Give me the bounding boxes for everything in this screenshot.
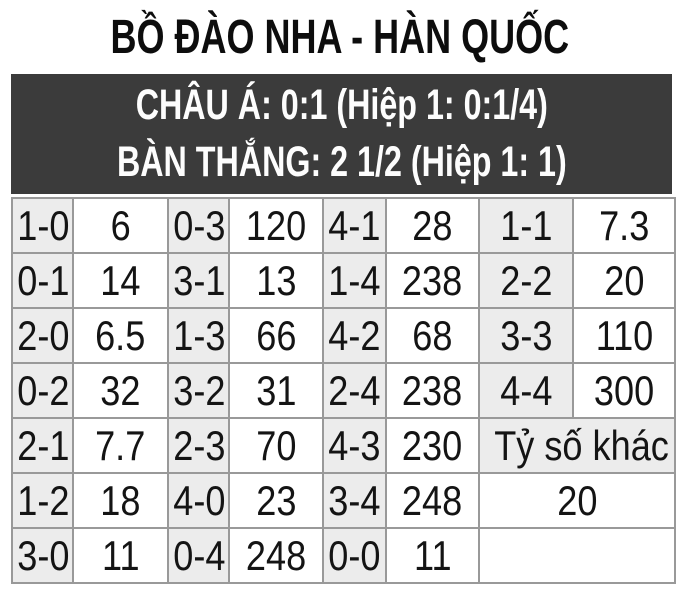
odds-cell: 248 — [228, 527, 324, 584]
odds-cell: 7.7 — [72, 417, 169, 474]
score-cell: 0-2 — [11, 362, 74, 419]
score-cell: 0-0 — [322, 527, 387, 584]
score-cell: 2-0 — [11, 307, 74, 364]
goal-total-line: BÀN THẮNG: 2 1/2 (Hiệp 1: 1) — [116, 138, 567, 186]
odds-cell: 300 — [572, 362, 676, 419]
score-cell: 2-2 — [478, 252, 574, 309]
score-cell: 3-3 — [478, 307, 574, 364]
score-cell: 1-0 — [11, 197, 74, 254]
odds-row: 2-0 6.5 1-3 66 4-2 68 3-3 110 — [11, 307, 676, 364]
other-scores-label-cell: Tỷ số khác — [478, 417, 676, 474]
odds-cell: 11 — [72, 527, 169, 584]
score-cell: 0-1 — [11, 252, 74, 309]
match-title: BỒ ĐÀO NHA - HÀN QUỐC — [0, 0, 680, 74]
odds-cell: 18 — [72, 472, 169, 529]
score-cell: 1-4 — [322, 252, 387, 309]
score-cell: 4-1 — [322, 197, 387, 254]
correct-score-odds-table: 1-0 6 0-3 120 4-1 28 1-1 7.3 0-1 14 3-1 … — [11, 197, 676, 584]
score-cell: 1-2 — [11, 472, 74, 529]
asian-handicap-line: CHÂU Á: 0:1 (Hiệp 1: 0:1/4) — [135, 81, 548, 129]
score-cell: 3-1 — [167, 252, 230, 309]
odds-cell: 120 — [228, 197, 324, 254]
score-cell: 4-4 — [478, 362, 574, 419]
odds-cell: 110 — [572, 307, 676, 364]
odds-cell: 230 — [385, 417, 480, 474]
odds-cell: 68 — [385, 307, 480, 364]
score-cell: 4-3 — [322, 417, 387, 474]
odds-cell: 13 — [228, 252, 324, 309]
odds-cell: 238 — [385, 252, 480, 309]
odds-cell: 6.5 — [72, 307, 169, 364]
score-cell: 2-4 — [322, 362, 387, 419]
odds-cell: 7.3 — [572, 197, 676, 254]
score-cell: 3-0 — [11, 527, 74, 584]
handicap-banner: CHÂU Á: 0:1 (Hiệp 1: 0:1/4) BÀN THẮNG: 2… — [11, 74, 672, 194]
score-cell: 1-1 — [478, 197, 574, 254]
score-cell: 3-2 — [167, 362, 230, 419]
odds-cell: 28 — [385, 197, 480, 254]
odds-cell: 238 — [385, 362, 480, 419]
odds-row: 3-0 11 0-4 248 0-0 11 — [11, 527, 676, 584]
odds-row: 1-0 6 0-3 120 4-1 28 1-1 7.3 — [11, 197, 676, 254]
score-cell: 0-3 — [167, 197, 230, 254]
odds-cell: 11 — [385, 527, 480, 584]
match-title-text: BỒ ĐÀO NHA - HÀN QUỐC — [110, 10, 570, 64]
odds-cell: 66 — [228, 307, 324, 364]
score-cell: 2-1 — [11, 417, 74, 474]
empty-cell — [478, 527, 676, 584]
odds-row: 2-1 7.7 2-3 70 4-3 230 Tỷ số khác — [11, 417, 676, 474]
score-cell: 4-2 — [322, 307, 387, 364]
score-cell: 3-4 — [322, 472, 387, 529]
odds-cell: 248 — [385, 472, 480, 529]
odds-cell: 70 — [228, 417, 324, 474]
odds-cell: 14 — [72, 252, 169, 309]
score-cell: 1-3 — [167, 307, 230, 364]
odds-cell: 23 — [228, 472, 324, 529]
odds-cell: 32 — [72, 362, 169, 419]
score-cell: 2-3 — [167, 417, 230, 474]
score-cell: 0-4 — [167, 527, 230, 584]
odds-cell: 31 — [228, 362, 324, 419]
odds-row: 0-2 32 3-2 31 2-4 238 4-4 300 — [11, 362, 676, 419]
odds-row: 1-2 18 4-0 23 3-4 248 20 — [11, 472, 676, 529]
odds-cell: 20 — [572, 252, 676, 309]
other-scores-odds-cell: 20 — [478, 472, 676, 529]
odds-cell: 6 — [72, 197, 169, 254]
odds-row: 0-1 14 3-1 13 1-4 238 2-2 20 — [11, 252, 676, 309]
score-cell: 4-0 — [167, 472, 230, 529]
